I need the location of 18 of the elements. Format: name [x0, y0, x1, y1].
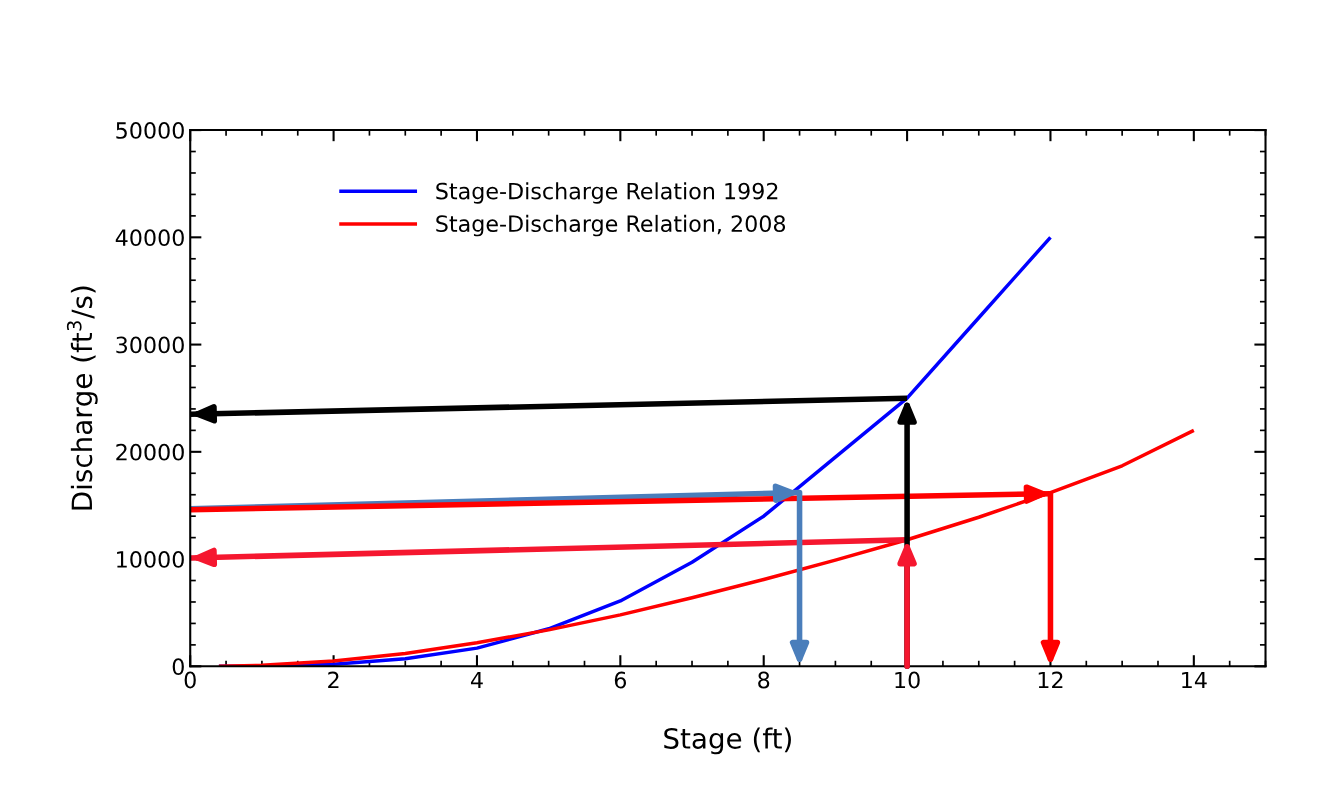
- legend-label: Stage-Discharge Relation 1992: [436, 182, 778, 204]
- y-tick-label: 50000: [116, 122, 184, 139]
- y-tick-label: 10000: [117, 551, 184, 568]
- x-tick-label: 2: [328, 671, 339, 689]
- x-tick-label: 0: [184, 671, 196, 689]
- legend-label: Stage-Discharge Relation, 2008: [436, 214, 786, 237]
- y-tick-label: 20000: [116, 443, 184, 461]
- y-tick-label: 30000: [116, 336, 184, 354]
- x-tick-label: 6: [614, 671, 627, 689]
- x-axis-title: Stage (ft): [664, 727, 791, 755]
- y-axis-title: Discharge (ft$^{3}$/s): [66, 286, 98, 510]
- x-tick-label: 10: [895, 671, 920, 689]
- x-tick-label: 4: [470, 671, 483, 689]
- x-tick-label: 12: [1038, 671, 1063, 689]
- y-tick-label: 40000: [115, 229, 184, 247]
- y-tick-label: 0: [172, 658, 184, 676]
- x-tick-label: 8: [758, 671, 770, 689]
- x-tick-label: 14: [1182, 671, 1207, 689]
